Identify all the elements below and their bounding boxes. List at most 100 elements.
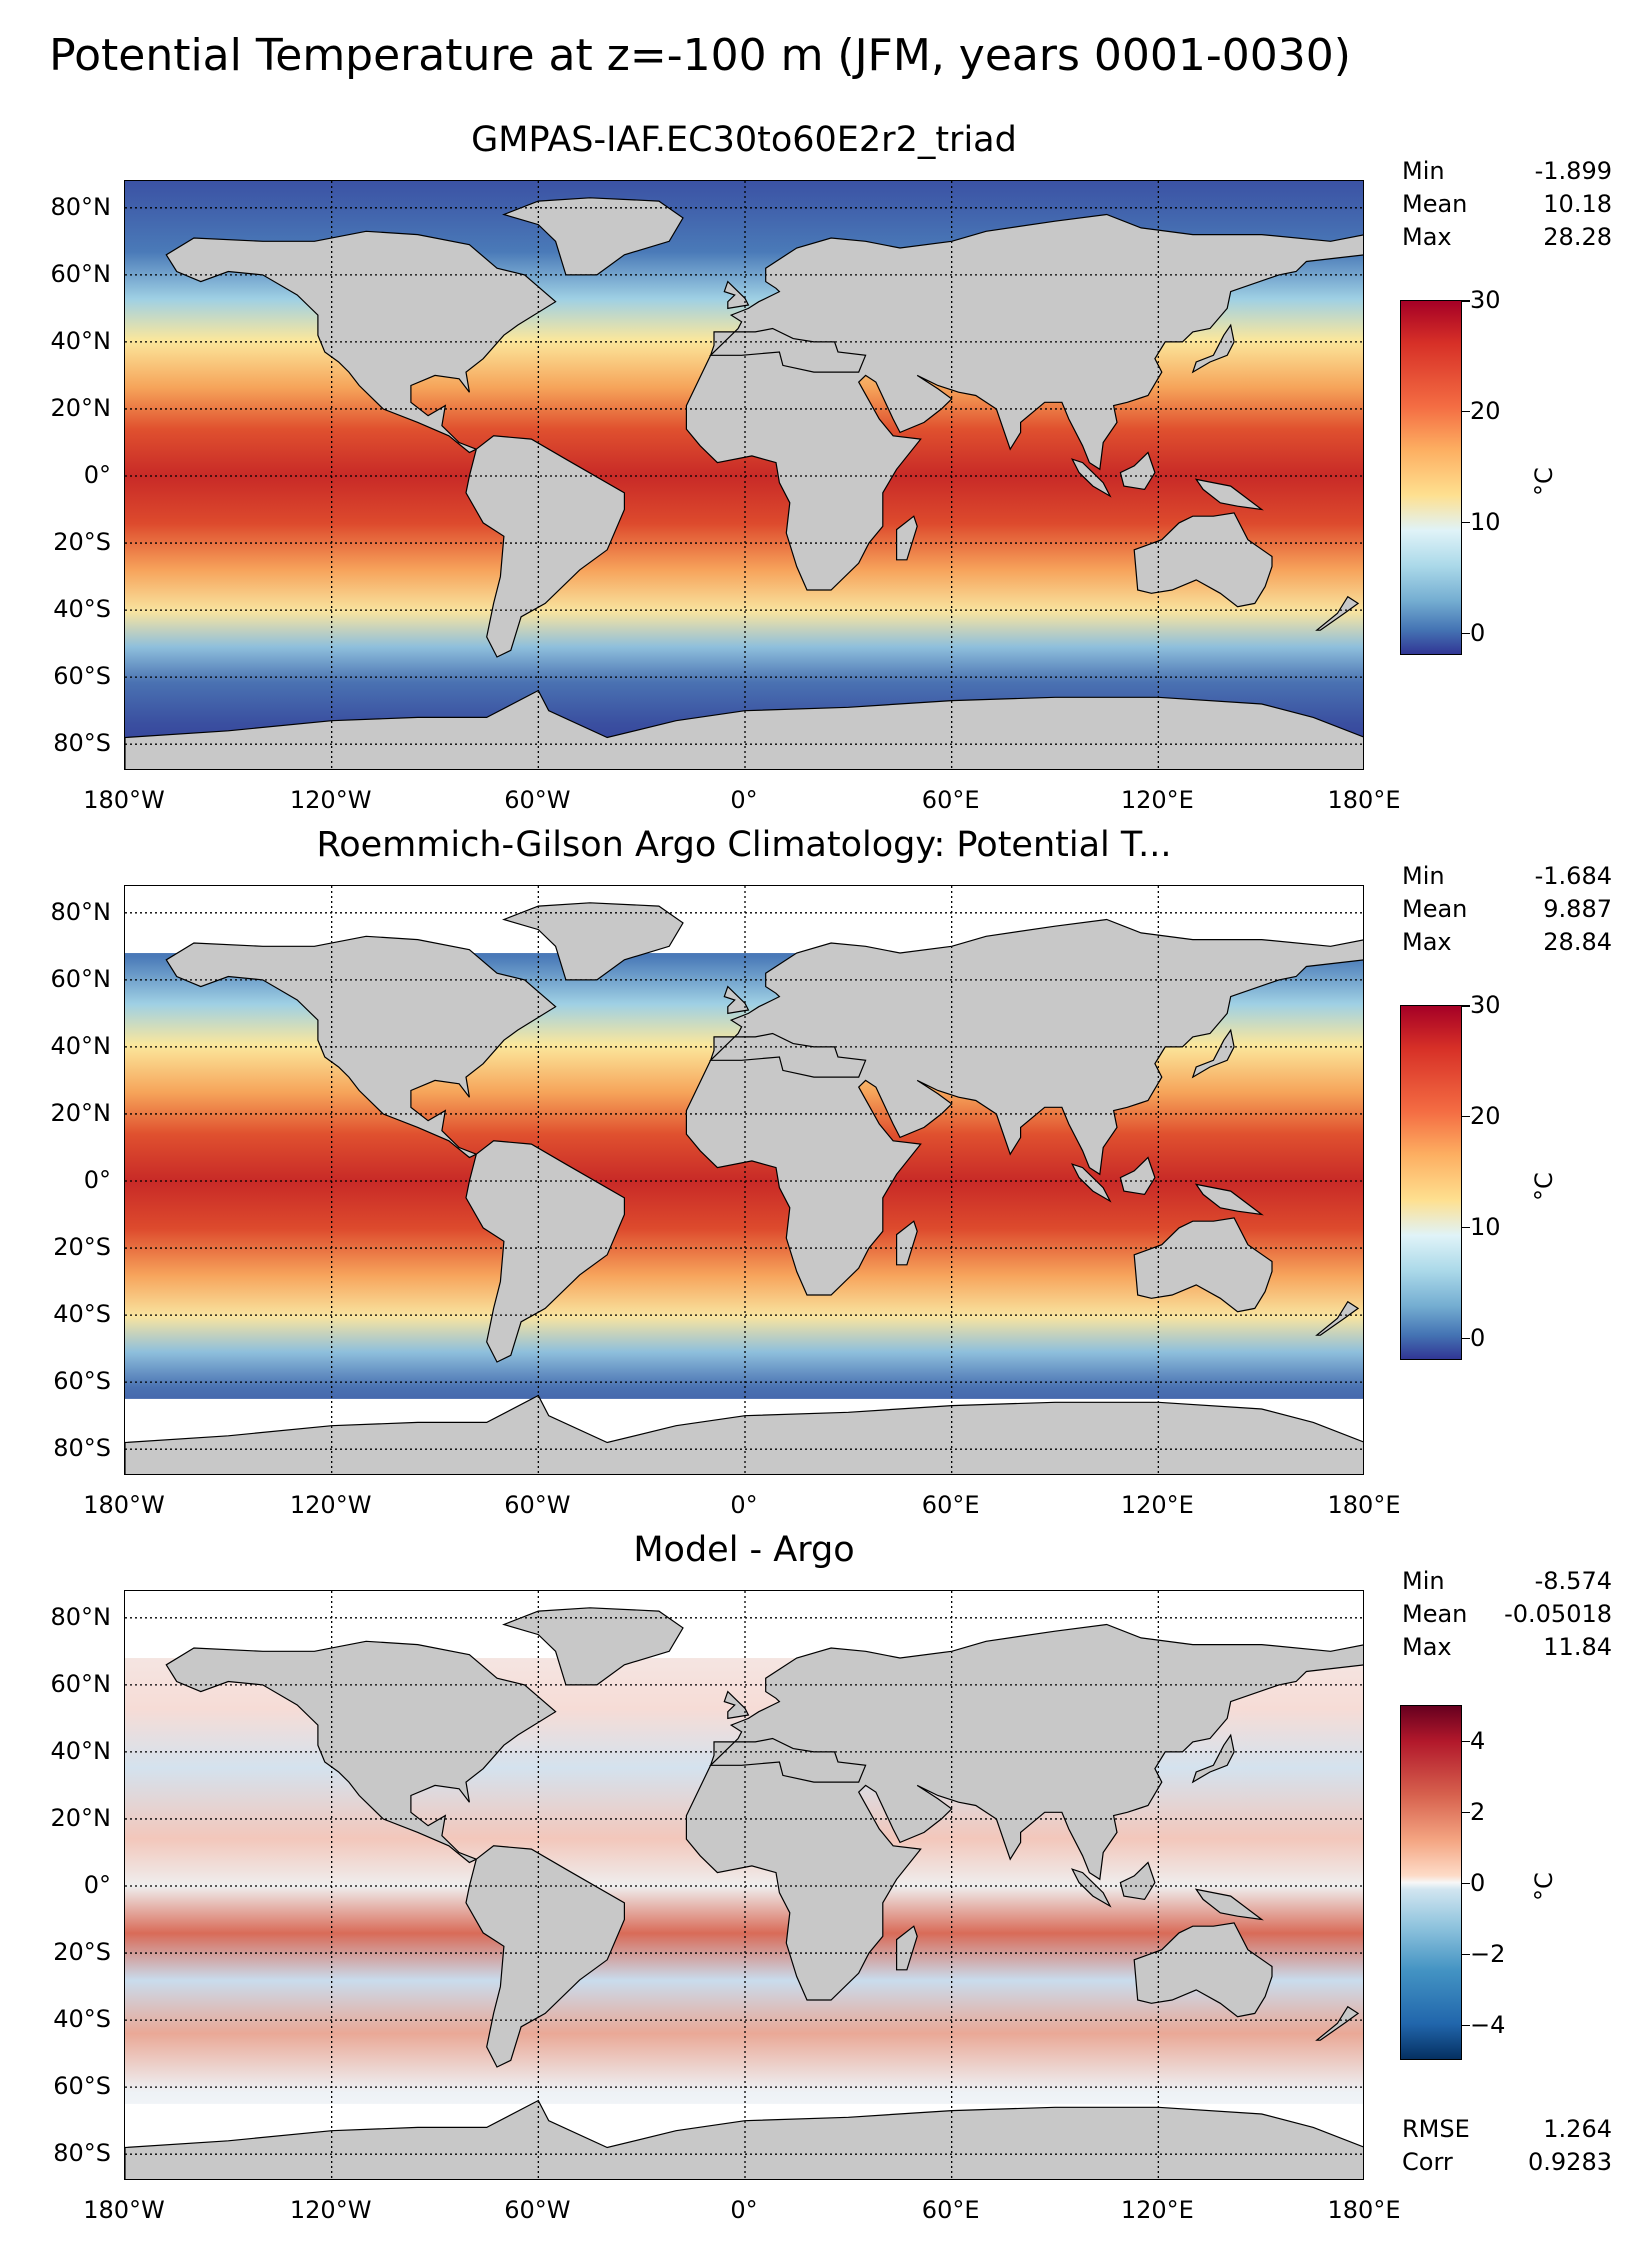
- corr-row: Corr 0.9283: [1402, 2146, 1612, 2179]
- lon-tick-label: 180°W: [83, 786, 165, 814]
- land-antarctica: [125, 689, 1363, 769]
- lat-tick-label: 40°S: [53, 1300, 111, 1329]
- stat-value: 9.887: [1543, 895, 1612, 923]
- land-new-guinea: [1194, 1183, 1264, 1216]
- colorbar-tick-label: 0: [1470, 1868, 1486, 1897]
- lon-tick-label: 60°W: [504, 786, 571, 814]
- land-madagascar: [895, 515, 918, 561]
- lon-tick-label: 60°E: [921, 786, 980, 814]
- land-new-zealand: [1315, 2005, 1360, 2041]
- lon-tick-label: 120°E: [1120, 786, 1194, 814]
- map-area: [124, 180, 1364, 770]
- colorbar-tick-label: 20: [1470, 1101, 1501, 1130]
- land-sumatra: [1070, 1163, 1112, 1203]
- lon-tick-label: 0°: [730, 1491, 758, 1519]
- land-new-zealand: [1315, 1300, 1360, 1336]
- colorbar-tick-label: 10: [1470, 507, 1501, 536]
- lat-tick-label: 80°N: [50, 897, 112, 926]
- map-panel-1: GMPAS-IAF.EC30to60E2r2_triad 80°N 60°N 40°N…: [0, 120, 1651, 820]
- rmse-value: 1.264: [1543, 2115, 1612, 2143]
- stat-row: Min -1.899: [1402, 155, 1612, 188]
- land-south-america: [465, 1140, 625, 1363]
- stat-label: Mean: [1402, 895, 1468, 923]
- colorbar-tick-mark: [1462, 1953, 1470, 1955]
- lat-tick-label: 80°N: [50, 192, 112, 221]
- stat-row: Mean 9.887: [1402, 893, 1612, 926]
- panel-stats: Min -8.574 Mean -0.05018 Max 11.84: [1402, 1565, 1612, 1664]
- lon-tick-label: 180°W: [83, 1491, 165, 1519]
- land-australia: [1133, 1922, 1273, 2018]
- stat-value: -0.05018: [1504, 1600, 1612, 1628]
- colorbar-tick-label: 0: [1470, 1323, 1486, 1352]
- stat-label: Max: [1402, 223, 1452, 251]
- lon-tick-label: 180°E: [1327, 786, 1401, 814]
- stat-value: -8.574: [1534, 1567, 1612, 1595]
- stat-row: Mean 10.18: [1402, 188, 1612, 221]
- colorbar-tick-mark: [1462, 1882, 1470, 1884]
- colorbar-tick-mark: [1462, 1005, 1470, 1007]
- lon-tick-label: 120°E: [1120, 2196, 1194, 2224]
- lat-tick-label: 20°N: [50, 393, 112, 422]
- map-panel-3: Model - Argo 80°N 60°N 40°N 20°N 0° 20°S 40°S 60…: [0, 1530, 1651, 2230]
- rmse-label: RMSE: [1402, 2115, 1470, 2143]
- lat-tick-label: 0°: [83, 1871, 111, 1899]
- land-eurasia-africa: [685, 1623, 1363, 2001]
- stat-row: Max 11.84: [1402, 1631, 1612, 1664]
- lon-tick-label: 120°W: [289, 786, 372, 814]
- rmse-row: RMSE 1.264: [1402, 2113, 1612, 2146]
- colorbar-tick-label: 10: [1470, 1212, 1501, 1241]
- lon-tick-label: 120°E: [1120, 1491, 1194, 1519]
- land-great-britain: [723, 985, 750, 1015]
- colorbar-unit-label: °C: [1530, 466, 1558, 496]
- colorbar-tick-mark: [1462, 1337, 1470, 1340]
- stat-value: 28.84: [1543, 928, 1612, 956]
- panel-stats: Min -1.684 Mean 9.887 Max 28.84: [1402, 860, 1612, 959]
- colorbar-tick-label: 30: [1470, 286, 1501, 314]
- colorbar-tick-mark: [1462, 1811, 1470, 1813]
- land-great-britain: [723, 280, 750, 310]
- colorbar-tick-mark: [1462, 632, 1470, 635]
- land-japan: [1191, 1028, 1235, 1079]
- colorbar-tick-mark: [1462, 1740, 1470, 1742]
- stat-label: Max: [1402, 928, 1452, 956]
- lon-tick-label: 60°E: [921, 1491, 980, 1519]
- colorbar-tick-label: 0: [1470, 618, 1486, 647]
- colorbar-tick-mark: [1462, 410, 1470, 413]
- map-area: [124, 1590, 1364, 2180]
- land-new-guinea: [1194, 1888, 1264, 1921]
- colorbar-tick-mark: [1462, 2024, 1470, 2026]
- stat-value: -1.899: [1534, 157, 1612, 185]
- colorbar-tick-label: −2: [1470, 1939, 1506, 1968]
- stat-label: Min: [1402, 1567, 1445, 1595]
- lon-tick-label: 0°: [730, 786, 758, 814]
- land-eurasia-africa: [685, 213, 1363, 591]
- lat-tick-label: 80°N: [50, 1602, 112, 1631]
- land-south-america: [465, 1845, 625, 2068]
- lat-tick-label: 60°N: [50, 259, 112, 288]
- stat-label: Min: [1402, 157, 1445, 185]
- lat-tick-label: 40°N: [50, 1031, 112, 1060]
- stat-label: Min: [1402, 862, 1445, 890]
- lon-tick-label: 180°E: [1327, 1491, 1401, 1519]
- colorbar: [1400, 1705, 1462, 2060]
- map-panel-2: Roemmich-Gilson Argo Climatology: Potent…: [0, 825, 1651, 1525]
- stat-row: Min -1.684: [1402, 860, 1612, 893]
- difference-metrics: RMSE 1.264 Corr 0.9283: [1402, 2113, 1612, 2179]
- colorbar-unit-label: °C: [1530, 1171, 1558, 1201]
- land-great-britain: [723, 1690, 750, 1720]
- map-canvas: [125, 181, 1363, 769]
- colorbar-tick-mark: [1462, 1115, 1470, 1118]
- lat-tick-label: 40°S: [53, 2005, 111, 2034]
- land-greenland: [502, 1607, 684, 1686]
- panel-title: GMPAS-IAF.EC30to60E2r2_triad: [471, 120, 1017, 160]
- map-area: [124, 885, 1364, 1475]
- land-new-guinea: [1194, 478, 1264, 511]
- panel-stats: Min -1.899 Mean 10.18 Max 28.28: [1402, 155, 1612, 254]
- colorbar: [1400, 1005, 1462, 1360]
- lat-tick-label: 20°S: [53, 528, 111, 557]
- stat-row: Max 28.84: [1402, 926, 1612, 959]
- land-australia: [1133, 1217, 1273, 1313]
- lon-tick-label: 180°W: [83, 2196, 165, 2224]
- corr-value: 0.9283: [1528, 2148, 1612, 2176]
- colorbar-unit-label: °C: [1530, 1871, 1558, 1901]
